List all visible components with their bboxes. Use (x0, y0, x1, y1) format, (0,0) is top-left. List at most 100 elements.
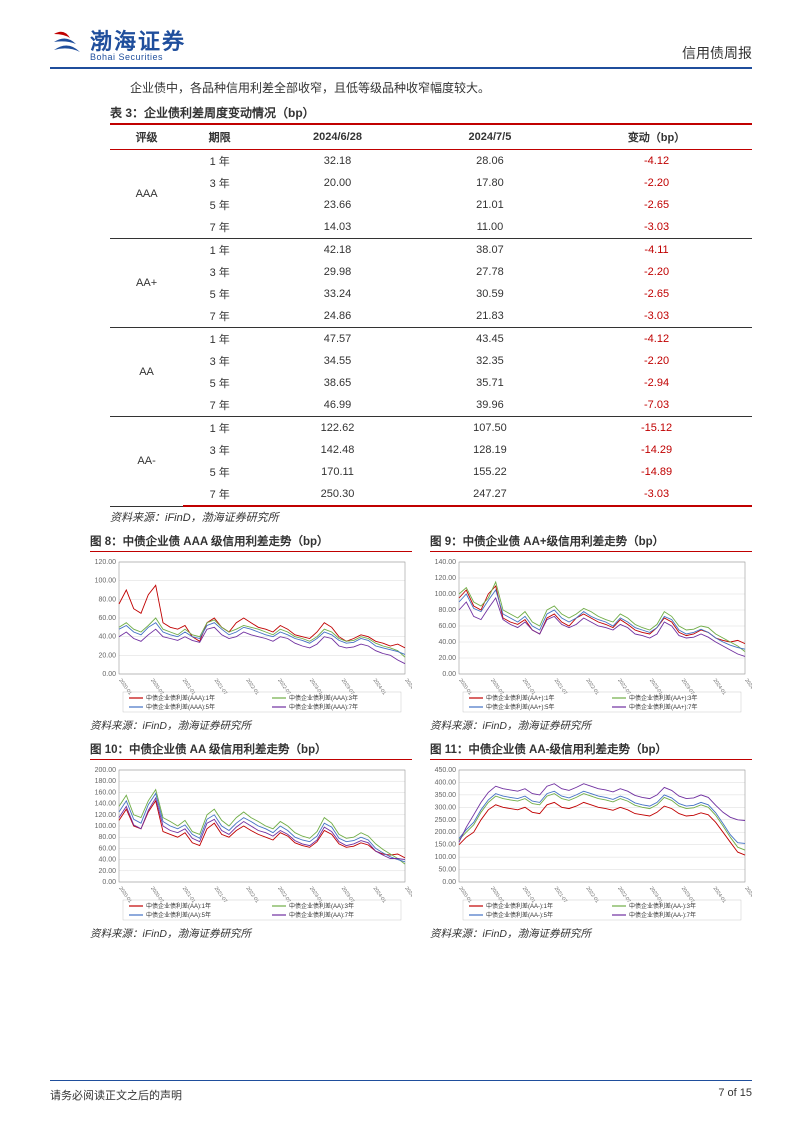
d1-cell: 38.65 (256, 372, 419, 394)
svg-text:60.00: 60.00 (438, 623, 456, 630)
svg-text:中债企业债利差(AA-):1年: 中债企业债利差(AA-):1年 (486, 902, 553, 910)
svg-text:2022-01: 2022-01 (244, 886, 260, 905)
term-cell: 3 年 (183, 172, 256, 194)
chg-cell: -2.20 (561, 261, 752, 283)
svg-text:350.00: 350.00 (435, 792, 457, 799)
term-cell: 1 年 (183, 239, 256, 262)
svg-text:2024-01: 2024-01 (372, 886, 388, 905)
logo-cn: 渤海证券 (90, 31, 186, 53)
chg-cell: -14.29 (561, 439, 752, 461)
svg-text:2022-07: 2022-07 (616, 886, 632, 905)
svg-text:2020-07: 2020-07 (489, 886, 505, 905)
chg-cell: -3.03 (561, 216, 752, 239)
d1-cell: 32.18 (256, 150, 419, 173)
d1-cell: 23.66 (256, 194, 419, 216)
svg-text:2021-07: 2021-07 (553, 886, 569, 905)
svg-text:250.00: 250.00 (435, 817, 457, 824)
svg-text:中债企业债利差(AA+):3年: 中债企业债利差(AA+):3年 (629, 694, 698, 702)
svg-text:200.00: 200.00 (435, 829, 457, 836)
term-cell: 3 年 (183, 261, 256, 283)
d1-cell: 24.86 (256, 305, 419, 328)
svg-text:2021-01: 2021-01 (181, 678, 197, 697)
table-row: 3 年142.48128.19-14.29 (110, 439, 752, 461)
svg-text:100.00: 100.00 (95, 823, 117, 830)
chart-11-source: 资料来源：iFinD，渤海证券研究所 (430, 926, 752, 941)
svg-text:2023-07: 2023-07 (340, 678, 356, 697)
svg-text:40.00: 40.00 (438, 639, 456, 646)
svg-text:2021-07: 2021-07 (213, 886, 229, 905)
svg-text:80.00: 80.00 (98, 597, 116, 604)
svg-text:20.00: 20.00 (438, 655, 456, 662)
svg-text:2023-01: 2023-01 (648, 678, 664, 697)
svg-text:2021-01: 2021-01 (181, 886, 197, 905)
term-cell: 1 年 (183, 417, 256, 440)
svg-text:中债企业债利差(AA):1年: 中债企业债利差(AA):1年 (146, 902, 211, 910)
svg-text:2022-07: 2022-07 (276, 678, 292, 697)
d1-cell: 170.11 (256, 461, 419, 483)
svg-text:140.00: 140.00 (95, 801, 117, 808)
term-cell: 7 年 (183, 216, 256, 239)
term-cell: 1 年 (183, 150, 256, 173)
svg-text:中债企业债利差(AA+):1年: 中债企业债利差(AA+):1年 (486, 694, 555, 702)
chart-10-source: 资料来源：iFinD，渤海证券研究所 (90, 926, 412, 941)
footer-page: 7 of 15 (718, 1087, 752, 1103)
chg-cell: -4.12 (561, 150, 752, 173)
svg-text:400.00: 400.00 (435, 780, 457, 787)
d2-cell: 35.71 (419, 372, 561, 394)
d1-cell: 29.98 (256, 261, 419, 283)
svg-text:0.00: 0.00 (442, 879, 456, 886)
svg-text:2024-01: 2024-01 (372, 678, 388, 697)
chart-11-cell: 图 11：中债企业债 AA-级信用利差走势（bp） 0.0050.00100.0… (430, 741, 752, 941)
svg-text:40.00: 40.00 (98, 634, 116, 641)
page-header: 渤海证券 Bohai Securities 信用债周报 (50, 30, 752, 69)
chg-cell: -15.12 (561, 417, 752, 440)
svg-text:20.00: 20.00 (98, 653, 116, 660)
table-row: 5 年38.6535.71-2.94 (110, 372, 752, 394)
svg-text:100.00: 100.00 (435, 854, 457, 861)
report-type: 信用债周报 (682, 43, 752, 63)
d2-cell: 32.35 (419, 350, 561, 372)
svg-text:2022-01: 2022-01 (244, 678, 260, 697)
d1-cell: 47.57 (256, 328, 419, 351)
svg-text:2024-01: 2024-01 (712, 678, 728, 697)
rating-cell: AA- (110, 417, 183, 507)
chart-8-plot: 0.0020.0040.0060.0080.00100.00120.002020… (90, 556, 412, 716)
chart-8-title: 图 8：中债企业债 AAA 级信用利差走势（bp） (90, 533, 412, 552)
rating-cell: AAA (110, 150, 183, 239)
table-row: AA-1 年122.62107.50-15.12 (110, 417, 752, 440)
svg-text:2021-07: 2021-07 (553, 678, 569, 697)
table-row: AA1 年47.5743.45-4.12 (110, 328, 752, 351)
chart-9-source: 资料来源：iFinD，渤海证券研究所 (430, 718, 752, 733)
chg-cell: -2.20 (561, 350, 752, 372)
chg-cell: -14.89 (561, 461, 752, 483)
svg-text:中债企业债利差(AA-):3年: 中债企业债利差(AA-):3年 (629, 902, 696, 910)
svg-text:2020-01: 2020-01 (457, 886, 473, 905)
d2-cell: 21.83 (419, 305, 561, 328)
svg-text:中债企业债利差(AA+):5年: 中债企业债利差(AA+):5年 (486, 703, 555, 711)
svg-text:180.00: 180.00 (95, 778, 117, 785)
table-row: 7 年46.9939.96-7.03 (110, 394, 752, 417)
rating-cell: AA (110, 328, 183, 417)
term-cell: 1 年 (183, 328, 256, 351)
term-cell: 5 年 (183, 194, 256, 216)
chart-10-plot: 0.0020.0040.0060.0080.00100.00120.00140.… (90, 764, 412, 924)
svg-text:80.00: 80.00 (98, 834, 116, 841)
svg-text:中债企业债利差(AA-):7年: 中债企业债利差(AA-):7年 (629, 911, 696, 919)
svg-text:140.00: 140.00 (435, 559, 457, 566)
chart-11-title: 图 11：中债企业债 AA-级信用利差走势（bp） (430, 741, 752, 760)
svg-text:80.00: 80.00 (438, 607, 456, 614)
svg-text:中债企业债利差(AA-):5年: 中债企业债利差(AA-):5年 (486, 911, 553, 919)
d1-cell: 20.00 (256, 172, 419, 194)
svg-text:120.00: 120.00 (435, 575, 457, 582)
table-header-row: 评级 期限 2024/6/28 2024/7/5 变动（bp） (110, 124, 752, 150)
table-row: 3 年34.5532.35-2.20 (110, 350, 752, 372)
chg-cell: -2.94 (561, 372, 752, 394)
svg-text:2020-07: 2020-07 (489, 678, 505, 697)
table-row: AAA1 年32.1828.06-4.12 (110, 150, 752, 173)
svg-text:450.00: 450.00 (435, 767, 457, 774)
table-row: 5 年170.11155.22-14.89 (110, 461, 752, 483)
table-row: 3 年20.0017.80-2.20 (110, 172, 752, 194)
term-cell: 5 年 (183, 283, 256, 305)
chg-cell: -3.03 (561, 305, 752, 328)
chart-10-cell: 图 10：中债企业债 AA 级信用利差走势（bp） 0.0020.0040.00… (90, 741, 412, 941)
